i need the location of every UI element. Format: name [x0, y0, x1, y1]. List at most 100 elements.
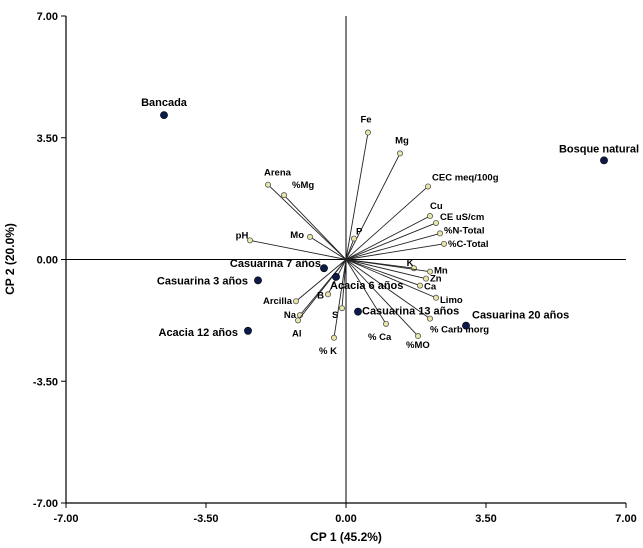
vector-label-na: Na — [284, 310, 297, 321]
observation-label-casuarina-3-anos: Casuarina 3 años — [157, 275, 248, 287]
vector-line-arena — [267, 184, 347, 260]
y-tick-label: -3.50 — [33, 376, 58, 388]
observation-point-casuarina-13-anos — [354, 307, 362, 316]
y-tick-label: -7.00 — [33, 498, 58, 510]
vector-point-mo — [306, 233, 313, 240]
vector-label-mo: %MO — [406, 340, 430, 351]
vector-label-mo: Mo — [290, 230, 304, 241]
vector-line-ca — [345, 259, 387, 325]
vector-point-carb-inorg — [426, 315, 433, 322]
x-tick-label: -3.50 — [193, 513, 218, 525]
vector-point-ca — [382, 320, 389, 327]
vector-point-ph — [246, 237, 253, 244]
vector-point-cec-meq-100g — [424, 183, 431, 190]
vector-point-cu — [426, 213, 433, 220]
observation-point-casuarina-7-anos — [320, 264, 328, 273]
vector-line-ca — [345, 259, 421, 287]
vector-label-mg: %Mg — [292, 180, 314, 191]
vector-point-mn — [426, 268, 433, 275]
observation-point-acacia-12-anos — [244, 326, 252, 335]
vector-label-zn: Zn — [430, 274, 442, 285]
vector-label-k: K — [407, 258, 414, 269]
observation-label-bancada: Bancada — [141, 97, 188, 109]
vector-point-mg — [280, 192, 287, 199]
observation-label-casuarina-7-anos: Casuarina 7 años — [230, 258, 321, 270]
observation-point-bosque-natural — [600, 156, 608, 165]
observation-points: Bancada Bosque natural Casuarina 7 años Cas… — [141, 97, 639, 339]
vector-label-ph: pH — [236, 230, 249, 241]
vector-label-arena: Arena — [264, 168, 292, 179]
vector-line-ph — [249, 239, 347, 260]
observation-point-casuarina-20-anos — [462, 321, 470, 330]
y-tick-label: 3.50 — [37, 133, 58, 145]
observation-label-bosque-natural: Bosque natural — [559, 143, 639, 155]
vector-label-b: B — [317, 290, 324, 301]
vector-point-mg — [396, 150, 403, 157]
vector-label-limo: Limo — [440, 295, 463, 306]
x-axis-title: CP 1 (45.2%) — [310, 530, 382, 544]
vector-line-al — [297, 259, 347, 321]
y-tick-label: 7.00 — [37, 11, 58, 23]
vector-label-ca: Ca — [424, 282, 437, 293]
vector-line-s — [341, 259, 347, 309]
vector-line-c-total — [345, 243, 445, 260]
vector-line-cec-meq-100g — [345, 186, 429, 260]
vector-line-carb-inorg — [345, 259, 431, 320]
vector-line-p — [345, 238, 355, 260]
vector-line-fe — [345, 132, 369, 260]
x-tick-label: 3.50 — [475, 513, 496, 525]
vector-line-zn — [345, 259, 427, 280]
observation-label-casuarina-20-anos: Casuarina 20 años — [472, 310, 569, 322]
vector-line-cu — [345, 215, 431, 260]
vector-point-limo — [432, 294, 439, 301]
vector-label-carb-inorg: % Carb inorg — [430, 325, 489, 336]
x-tick-label: 0.00 — [335, 513, 356, 525]
observation-label-acacia-6-anos: Acacia 6 años — [330, 280, 403, 292]
vector-label-al: Al — [292, 328, 302, 339]
vector-label-ca: % Ca — [368, 332, 392, 343]
vector-line-mo — [345, 259, 419, 337]
vector-point-c-total — [440, 240, 447, 247]
vector-point-arcilla — [292, 298, 299, 305]
vector-point-fe — [364, 129, 371, 136]
vector-point-mo — [414, 333, 421, 340]
observation-point-bancada — [160, 111, 168, 120]
vector-label-p: P — [356, 227, 363, 238]
vector-label-n-total: %N-Total — [444, 225, 484, 236]
vector-line-arcilla — [295, 259, 347, 302]
vector-label-s: S — [332, 310, 338, 321]
observation-point-casuarina-3-anos — [254, 276, 262, 285]
vector-label-mn: Mn — [434, 266, 448, 277]
vector-label-mg: Mg — [395, 135, 409, 146]
vector-label-cu: Cu — [430, 201, 443, 212]
vector-line-mg — [345, 153, 401, 260]
vector-point-al — [294, 317, 301, 324]
vector-point-zn — [422, 275, 429, 282]
vector-point-n-total — [436, 230, 443, 237]
vector-line-ce-us-cm — [345, 222, 437, 260]
vector-label-c-total: %C-Total — [448, 239, 488, 250]
vector-point-ce-us-cm — [432, 219, 439, 226]
vector-line-mn — [345, 259, 431, 273]
vector-point-arena — [264, 181, 271, 188]
vector-label-fe: Fe — [360, 115, 371, 126]
vector-line-n-total — [345, 232, 441, 260]
x-tick-label: -7.00 — [53, 513, 78, 525]
vector-label-ce-us-cm: CE uS/cm — [440, 212, 484, 223]
vector-line-k — [333, 259, 347, 338]
vector-line-mo — [309, 236, 347, 260]
y-axis-title: CP 2 (20.0%) — [3, 223, 17, 295]
vector-line-mg — [283, 194, 347, 260]
vector-label-k: % K — [319, 346, 337, 357]
axes: -7.00 -7.00 -3.50 -3.50 0.00 0.00 3.50 3.50 7.00… — [33, 11, 637, 525]
vector-label-arcilla: Arcilla — [263, 296, 293, 307]
x-tick-label: 7.00 — [615, 513, 636, 525]
vector-point-s — [338, 305, 345, 312]
vector-point-k — [330, 334, 337, 341]
observation-label-casuarina-13-anos: Casuarina 13 años — [362, 306, 459, 318]
observation-point-acacia-6-anos — [332, 272, 340, 281]
vector-label-cec-meq-100g: CEC meq/100g — [432, 172, 499, 183]
vector-point-b — [324, 291, 331, 298]
